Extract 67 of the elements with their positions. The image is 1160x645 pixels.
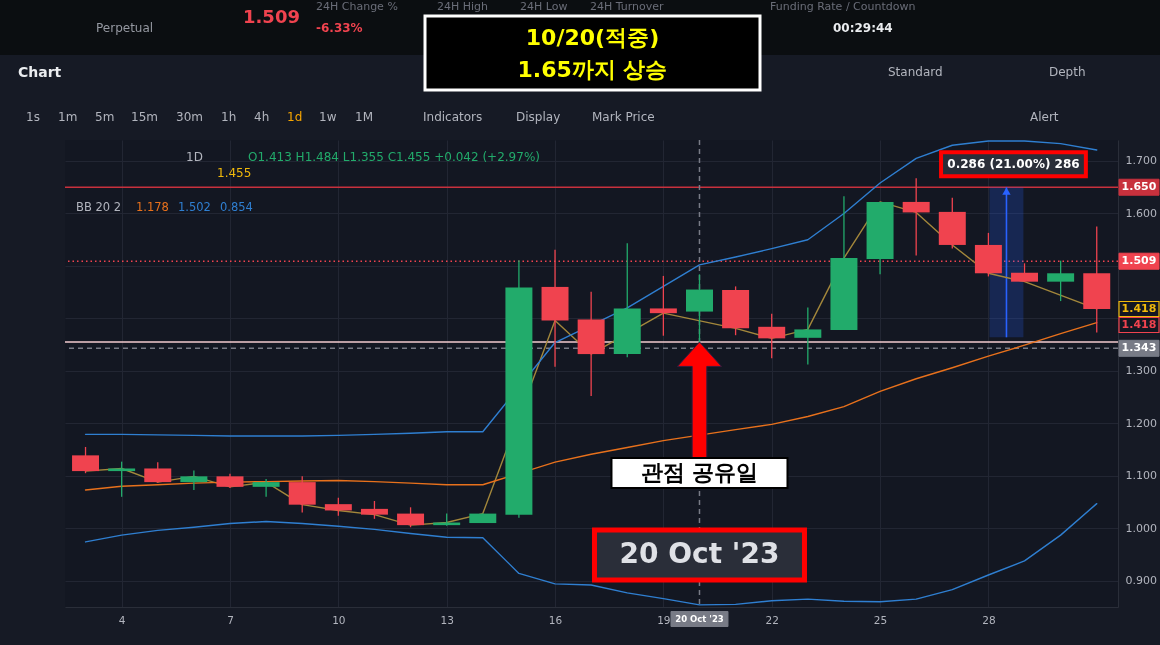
y-tick-label: 1.300 [1125,364,1157,378]
text: Alert [1030,110,1059,124]
text: 30m [176,110,203,124]
x-tick-label: 19 [657,613,671,626]
text: 1h [221,110,237,124]
annotation: 1.178 [136,200,169,214]
annotation: BB 20 2 [76,200,122,214]
annotation: 관점 공유일 [640,460,759,486]
text: 1.509 [243,6,300,27]
candlestick [108,461,136,498]
text: 1d [287,110,303,124]
x-tick-label: 16 [548,613,563,626]
annotation: 1D [186,150,203,164]
y-tick-label: 1.700 [1125,154,1157,168]
x-tick-label: 10 [332,613,346,626]
text: Display [516,110,561,124]
text: 1m [58,110,78,124]
annotation: 20 Oct '23 [619,537,780,570]
text: -6.33% [316,21,363,35]
candlestick [794,306,822,366]
ref-line-label: 1.509 [1121,254,1157,268]
text: 4h [254,110,270,124]
chart-subtitle: 1.65까지 상승 [517,57,668,82]
ref-line-label: 1.343 [1121,341,1157,355]
candlestick [252,478,280,498]
text: Chart [18,64,62,80]
text: Indicators [423,110,483,124]
y-tick-label: 1.100 [1125,469,1157,483]
y-tick-label: 1.200 [1125,416,1157,430]
x-tick-label: 7 [227,613,234,626]
text: Funding Rate / Countdown [770,0,916,13]
line-series [84,502,1098,606]
x-tick-label: 28 [982,613,996,626]
y-tick-label: 0.900 [1125,574,1157,588]
text: Mark Price [592,110,655,124]
text: 00:29:44 [833,21,893,35]
x-tick-label: 22 [765,613,779,626]
ref-line-label: 1.650 [1121,180,1157,194]
annotation: 1.455 [217,166,252,180]
text: 24H Turnover [590,0,665,13]
text: 24H Low [520,0,568,13]
chart-title: 10/20(적중) [525,25,660,50]
candlestick [649,275,677,337]
annotation: O1.413 H1.484 L1.355 C1.455 +0.042 (+2.97%) [248,150,540,164]
text: 1M [355,110,373,124]
text: 5m [95,110,115,124]
line-series [84,321,1098,491]
text: 1.418 [1121,318,1157,331]
text: 1.418 [1121,302,1157,315]
data-label: 0.286 (21.00%) 286 [947,157,1080,172]
text: 1s [26,110,40,124]
text: Standard [888,65,943,79]
y-tick-label: 1.000 [1125,521,1157,535]
x-tick-label: 4 [118,613,126,626]
y-tick-label: 1.600 [1125,206,1157,220]
annotation: 0.854 [220,200,253,214]
x-tick-label: 25 [873,613,888,626]
text: 24H High [437,0,489,13]
candlestick [902,177,930,257]
text: Depth [1049,65,1086,79]
text: 1w [319,110,337,124]
x-tick-label: 13 [440,613,454,626]
text: Perpetual [96,21,154,35]
ref-line-label: 20 Oct '23 [675,614,724,624]
annotation: 1.502 [178,200,211,214]
text: 15m [131,110,158,124]
text: 24H Change % [316,0,398,13]
